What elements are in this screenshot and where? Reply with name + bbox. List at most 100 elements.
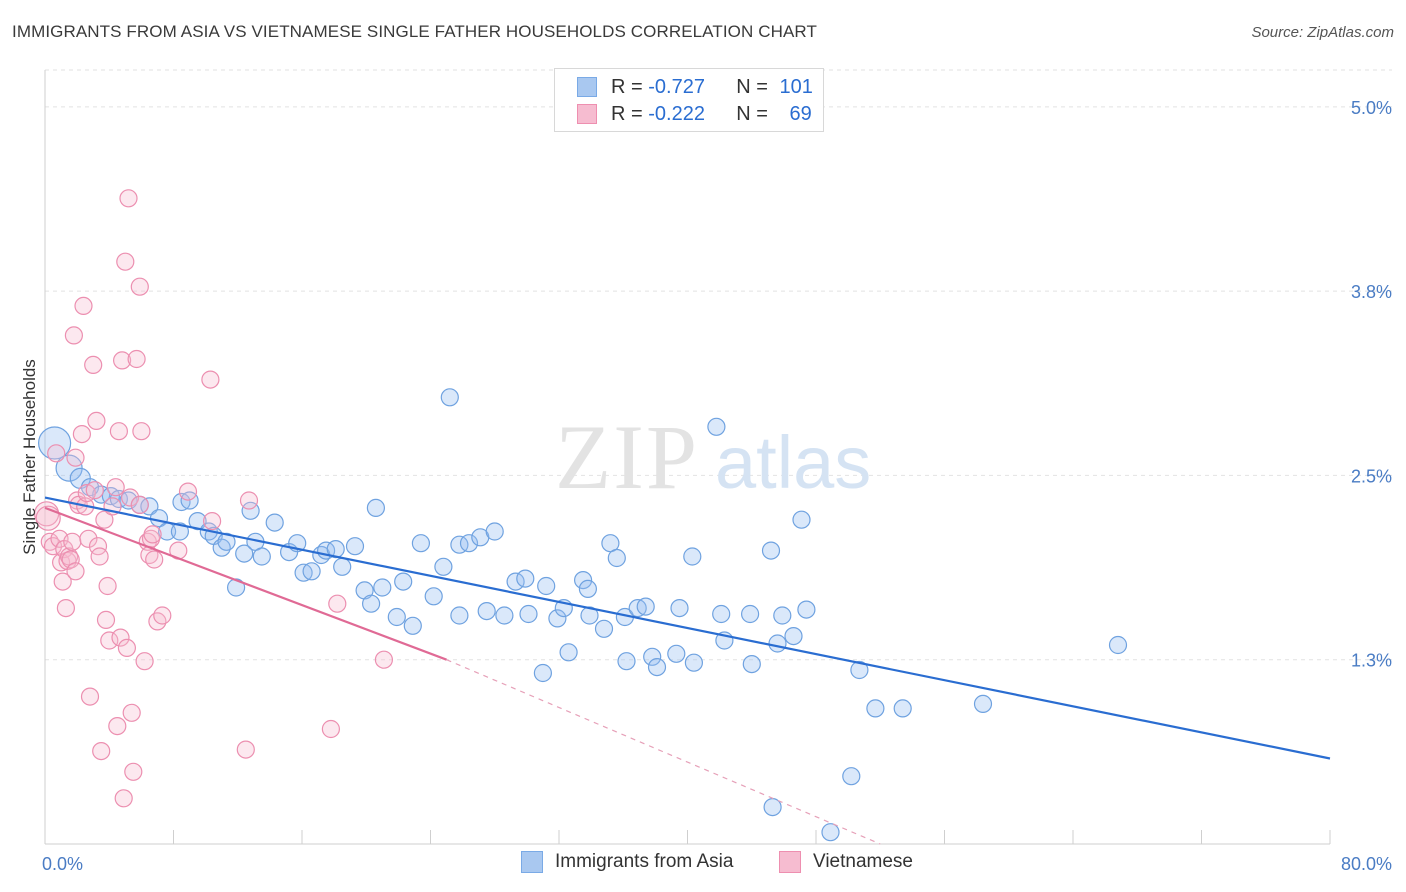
data-point — [1108, 635, 1128, 655]
data-point — [450, 606, 469, 625]
data-point — [178, 482, 198, 501]
data-point — [122, 703, 141, 722]
data-point — [143, 525, 162, 544]
data-point — [683, 547, 702, 566]
data-point — [537, 576, 556, 596]
data-point — [114, 789, 133, 808]
legend-r-label: R = — [611, 102, 649, 125]
legend-swatch-vietnamese — [577, 104, 597, 124]
data-point — [684, 653, 704, 672]
data-point — [366, 498, 385, 517]
y-tick-label: 2.5% — [1351, 466, 1392, 486]
data-point — [124, 762, 143, 781]
data-point — [85, 481, 104, 500]
data-point — [850, 660, 869, 680]
watermark-zip: ZIP — [555, 406, 699, 508]
data-point — [712, 604, 731, 624]
axes — [44, 70, 1331, 845]
data-point — [647, 657, 667, 677]
data-point — [707, 417, 726, 436]
data-point — [893, 699, 912, 718]
legend-r-value: -0.222 — [648, 102, 705, 125]
data-point — [265, 513, 284, 532]
data-point — [61, 550, 80, 569]
data-point — [742, 654, 761, 674]
data-point — [302, 562, 321, 581]
trend-line — [44, 496, 1331, 760]
series-label-asia: Immigrants from Asia — [555, 851, 734, 872]
data-point — [92, 741, 111, 761]
data-point — [235, 544, 254, 563]
data-point — [559, 643, 578, 662]
series-asia — [37, 388, 1128, 842]
data-point — [617, 652, 636, 671]
data-point — [495, 606, 514, 625]
data-point — [130, 495, 149, 514]
data-point — [84, 355, 103, 374]
legend-n-label: N = — [736, 75, 774, 98]
data-point — [477, 601, 496, 621]
data-point — [792, 510, 811, 529]
data-point — [132, 422, 151, 441]
legend-n-label: N = — [736, 102, 774, 125]
data-point — [973, 694, 993, 714]
trend-line-extension — [446, 659, 881, 845]
data-point — [403, 616, 422, 635]
data-point — [761, 541, 781, 560]
data-point — [203, 511, 222, 531]
data-point — [321, 719, 340, 739]
data-point — [87, 411, 106, 430]
data-point — [594, 619, 614, 638]
data-point — [201, 370, 220, 389]
data-point — [37, 426, 72, 460]
y-tick-label: 1.3% — [1351, 651, 1392, 671]
data-point — [236, 740, 255, 759]
x-tick-label: 0.0% — [42, 854, 83, 874]
data-point — [53, 572, 72, 591]
source-label: Source: ZipAtlas.com — [1251, 24, 1394, 41]
watermark-atlas: atlas — [715, 421, 871, 504]
legend-n-value: 101 — [779, 75, 813, 98]
series-legend-asia: Immigrants from Asia — [521, 851, 733, 873]
data-point — [130, 277, 149, 296]
data-point — [79, 529, 98, 548]
data-point — [170, 522, 189, 541]
data-point — [394, 572, 413, 591]
legend-r-label: R = — [611, 75, 649, 98]
data-point — [98, 576, 117, 596]
data-point — [119, 491, 138, 510]
data-point — [108, 716, 127, 736]
data-point — [121, 488, 140, 507]
data-point — [140, 497, 159, 516]
data-point — [667, 644, 686, 663]
stats-legend: R = -0.727 N = 101 R = -0.222 N = 69 — [554, 68, 824, 132]
legend-r-value: -0.727 — [648, 75, 705, 98]
data-point — [66, 448, 85, 467]
data-point — [516, 569, 535, 588]
data-point — [63, 532, 82, 551]
data-point — [109, 422, 129, 441]
data-point — [740, 604, 760, 624]
grid-lines — [45, 69, 1392, 661]
watermark: ZIP atlas — [555, 406, 871, 508]
x-tick-label: 80.0% — [1341, 854, 1392, 874]
data-point — [607, 548, 626, 568]
series-legend-vietnamese: Vietnamese — [779, 851, 913, 873]
data-point — [643, 647, 662, 666]
y-tick-label: 5.0% — [1351, 98, 1392, 118]
data-point — [842, 767, 861, 786]
data-point — [117, 638, 137, 658]
data-point — [821, 823, 840, 842]
data-point — [519, 604, 538, 624]
data-point — [74, 296, 93, 315]
data-point — [96, 610, 116, 630]
data-point — [90, 547, 109, 566]
data-point — [548, 609, 567, 628]
data-point — [95, 510, 114, 529]
data-point — [573, 570, 593, 590]
data-point — [212, 538, 231, 557]
legend-row-asia: R = -0.727 N = 101 — [577, 74, 813, 100]
data-point — [345, 537, 365, 556]
data-point — [373, 578, 392, 597]
